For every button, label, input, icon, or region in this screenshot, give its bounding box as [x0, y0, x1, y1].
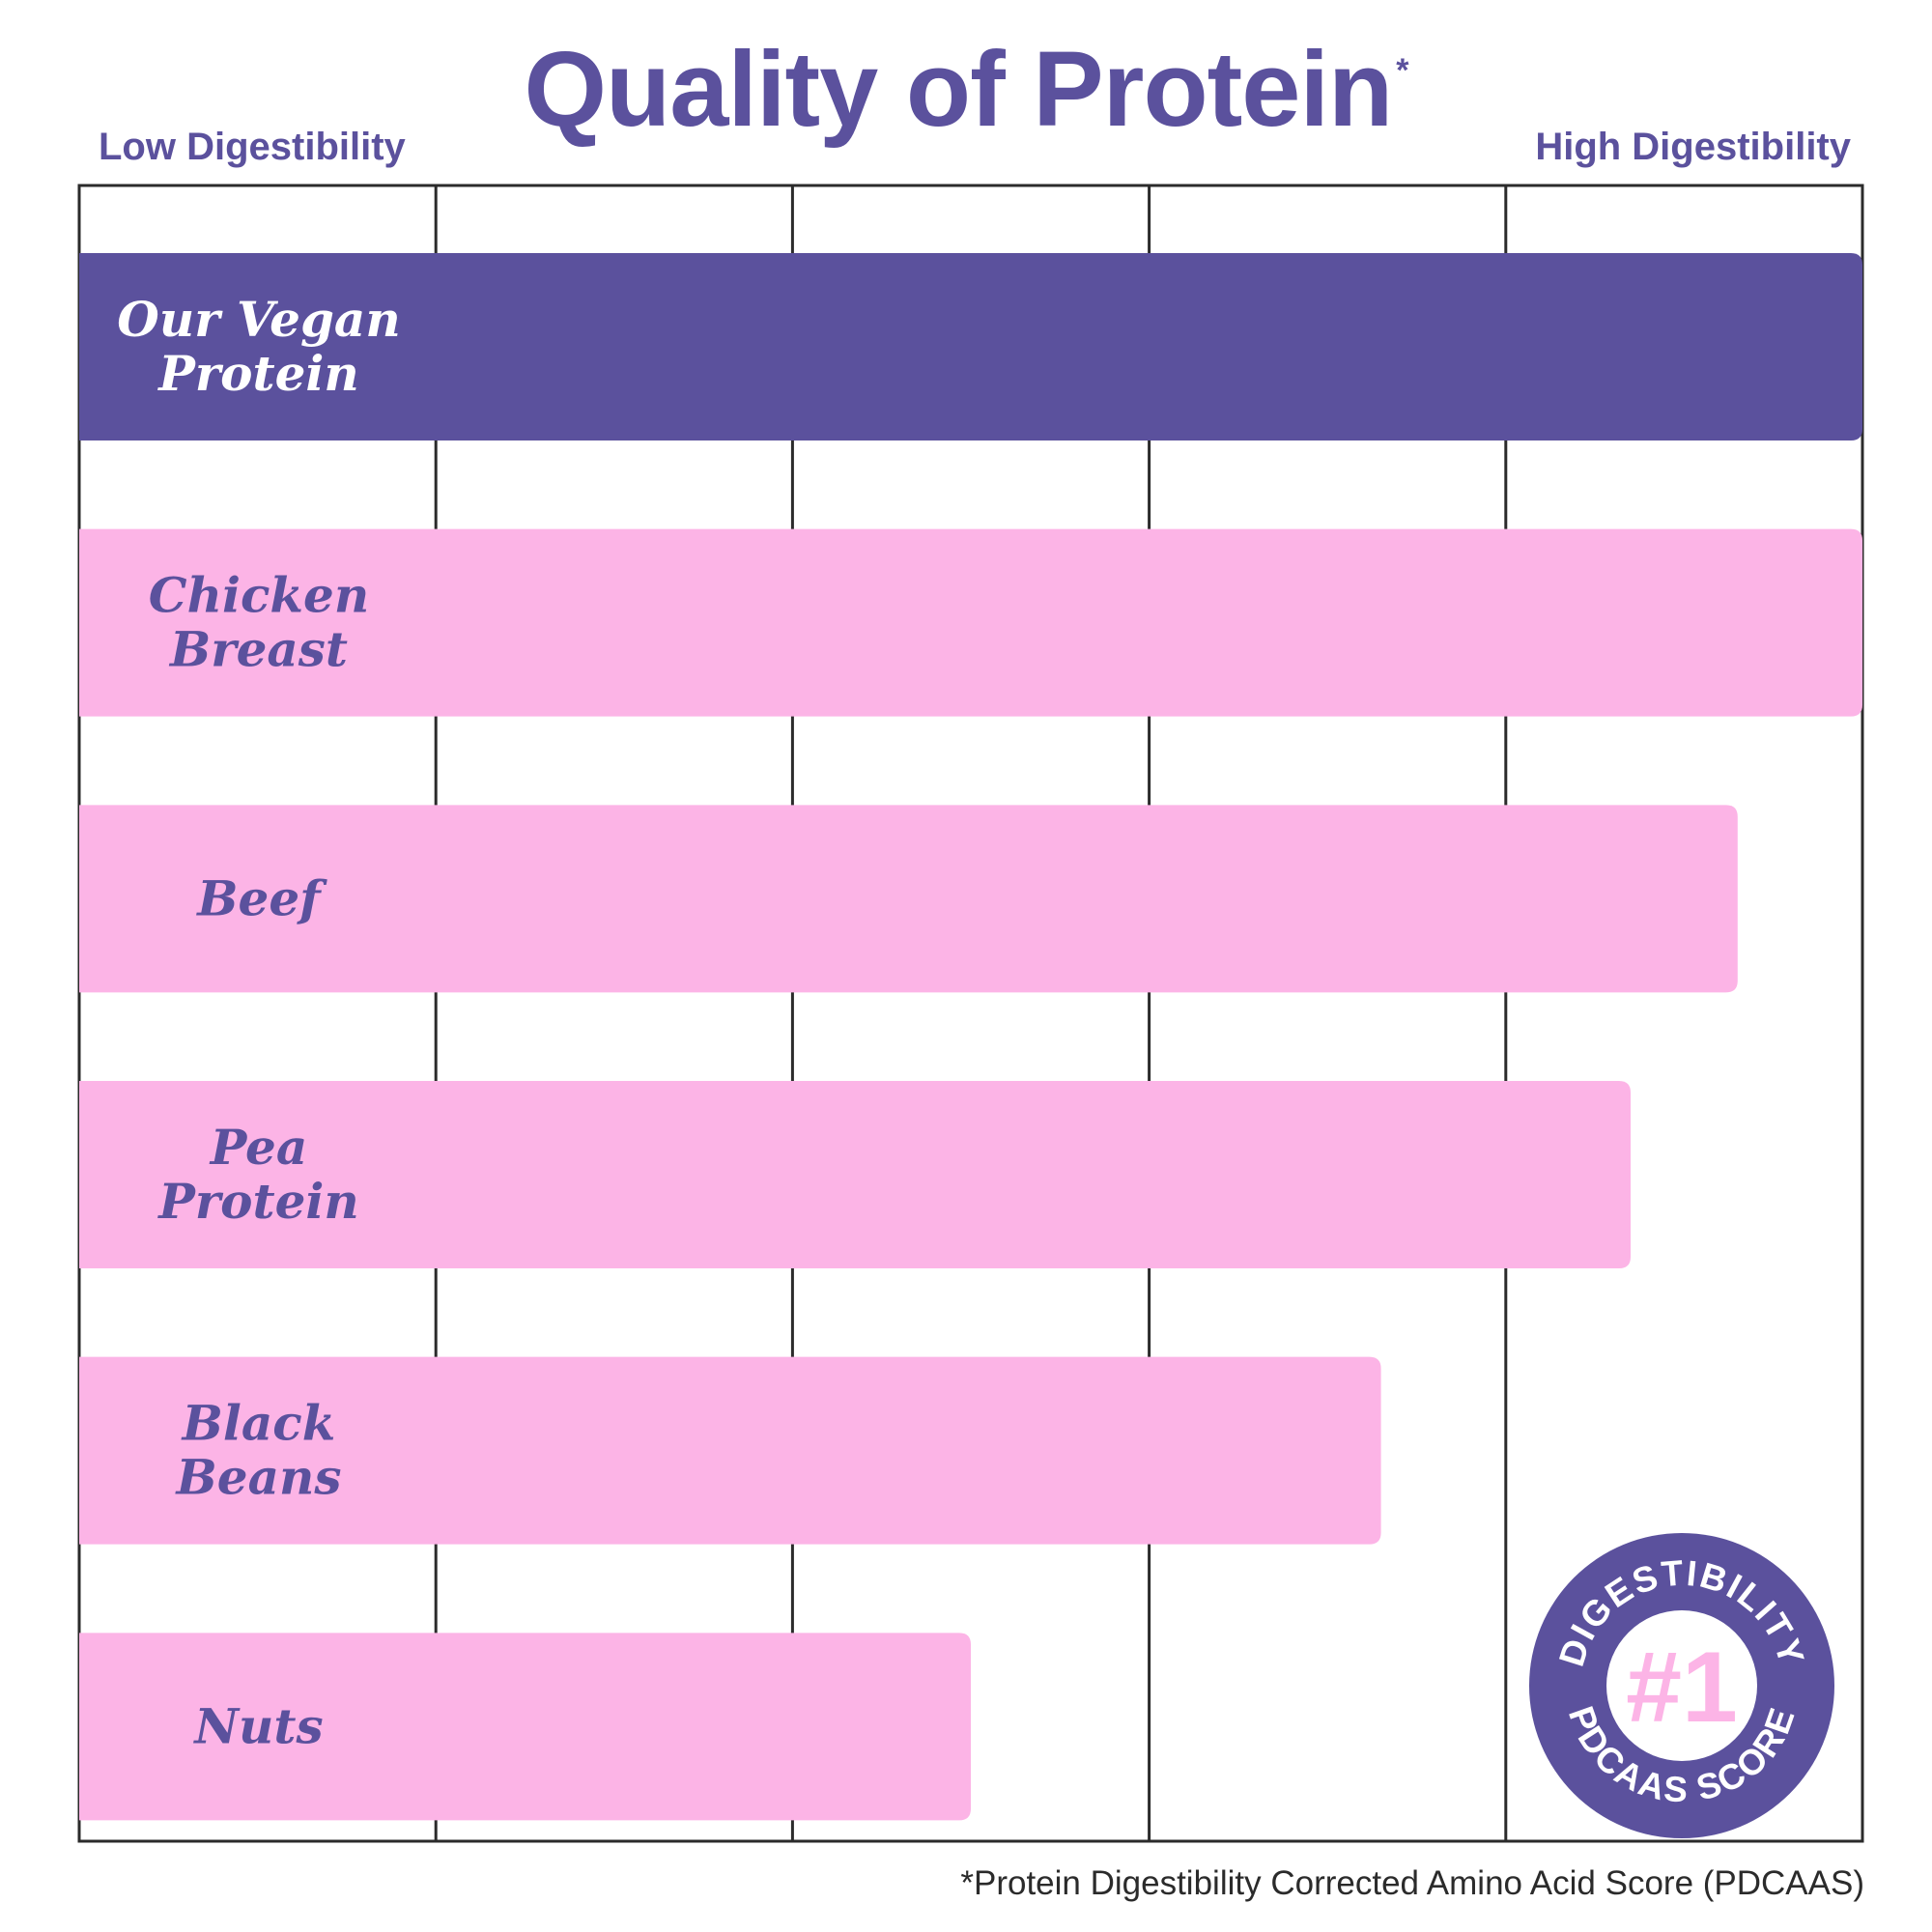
bar-label: Chicken Breast: [149, 567, 369, 678]
bar-label: Beef: [195, 869, 327, 926]
bar-our-vegan-protein: [79, 253, 1862, 440]
bar-label: Black Beans: [175, 1395, 342, 1506]
bar-label-line: Beans: [175, 1449, 342, 1506]
bar-black-beans: [79, 1356, 1381, 1545]
bar-chicken-breast: [79, 528, 1862, 717]
chart-title-text: Quality of Protein: [524, 30, 1394, 149]
grid-lines: [77, 184, 1864, 1843]
bar-label-line: Beef: [195, 869, 327, 926]
chart-title: Quality of Protein *: [0, 37, 1932, 143]
bar: [79, 528, 1862, 717]
bar-pea-protein: [79, 1081, 1632, 1268]
bar-label-line: Nuts: [192, 1697, 323, 1754]
digestibility-badge: DIGESTIBILITY PDCAAS SCORE #1: [1529, 1533, 1834, 1838]
bar: [79, 1356, 1381, 1545]
bar-label-line: Protein: [156, 345, 359, 402]
bar-label-line: Chicken: [149, 567, 369, 624]
bars: [79, 253, 1862, 1821]
bar-beef: [79, 805, 1738, 993]
bar: [79, 805, 1738, 993]
bar-nuts: [79, 1633, 971, 1821]
bar: [79, 1633, 971, 1821]
plot-frame: [77, 184, 1864, 1843]
bar-label: Pea Protein: [156, 1119, 359, 1230]
footnote: *Protein Digestibility Corrected Amino A…: [960, 1864, 1864, 1902]
bar-label: Our Vegan Protein: [117, 291, 400, 402]
axis-low-label: Low Digestibility: [99, 126, 406, 168]
axis-high-label: High Digestibility: [1535, 126, 1851, 168]
bar-label: Nuts: [192, 1697, 323, 1754]
title-asterisk: *: [1396, 52, 1408, 89]
bar-label-line: Our Vegan: [117, 291, 400, 348]
badge-number-one: #1: [1626, 1632, 1738, 1744]
bar: [79, 1081, 1632, 1268]
bar-label-line: Breast: [168, 621, 348, 678]
badge-inner-circle: [1606, 1610, 1757, 1761]
bar: [79, 253, 1862, 440]
bar-label-line: Protein: [156, 1173, 359, 1230]
bar-label-line: Black: [181, 1395, 336, 1452]
bar-label-line: Pea: [209, 1119, 307, 1176]
